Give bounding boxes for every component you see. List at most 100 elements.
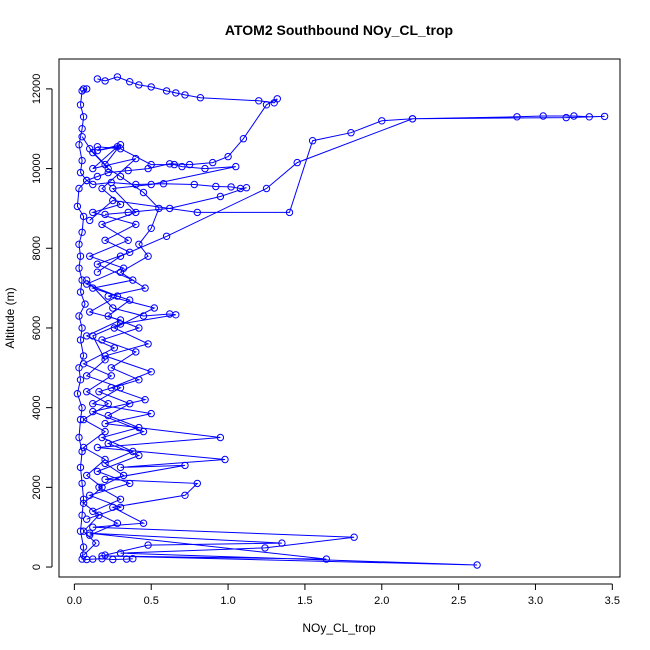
data-point — [98, 220, 106, 229]
plot-area — [73, 73, 609, 569]
data-point — [147, 83, 155, 91]
data-point — [89, 400, 97, 408]
data-point — [322, 555, 331, 563]
data-point — [262, 184, 271, 193]
data-point — [79, 551, 88, 559]
data-point — [119, 264, 128, 272]
data-point — [239, 135, 248, 143]
data-point — [76, 168, 85, 177]
y-tick-label: 8000 — [31, 236, 43, 260]
data-point — [78, 156, 86, 165]
data-point — [81, 300, 89, 308]
data-point — [113, 519, 122, 527]
data-point — [119, 471, 128, 480]
data-point — [98, 483, 106, 491]
data-point — [124, 236, 132, 245]
x-tick-label: 0.0 — [67, 595, 82, 607]
series-line — [85, 76, 278, 215]
data-point — [78, 447, 86, 456]
data-point — [600, 112, 609, 121]
data-point — [172, 311, 180, 319]
data-point — [193, 479, 202, 488]
data-point — [83, 176, 91, 185]
data-point — [116, 316, 125, 324]
data-point — [93, 467, 102, 476]
data-point — [116, 172, 125, 181]
x-axis-label: NOy_CL_trop — [302, 621, 376, 635]
data-point — [185, 160, 194, 169]
data-point — [104, 168, 112, 177]
data-point — [76, 336, 85, 344]
data-point — [172, 89, 180, 97]
data-point — [132, 208, 140, 217]
data-point — [139, 188, 148, 197]
data-point — [78, 404, 86, 412]
data-point — [101, 356, 109, 364]
data-point — [513, 113, 521, 121]
data-point — [79, 443, 88, 452]
data-point — [78, 324, 86, 332]
data-point — [132, 348, 140, 356]
data-point — [75, 312, 83, 320]
data-point — [86, 308, 94, 316]
data-point — [78, 133, 86, 141]
data-point — [93, 146, 102, 155]
data-point — [76, 252, 85, 260]
data-point — [83, 85, 91, 93]
data-point — [93, 260, 102, 268]
x-tick-label: 0.5 — [144, 595, 159, 607]
data-point — [107, 384, 116, 392]
data-point — [93, 172, 102, 181]
data-point — [101, 427, 109, 436]
data-point — [116, 145, 125, 153]
series — [73, 85, 137, 564]
data-point — [110, 344, 119, 352]
data-point — [83, 471, 91, 480]
data-point — [83, 388, 91, 396]
data-point — [79, 113, 88, 121]
data-point — [139, 427, 148, 436]
data-point — [201, 164, 209, 173]
data-point — [144, 340, 152, 348]
data-point — [135, 81, 143, 89]
data-point — [78, 87, 86, 95]
data-point — [75, 184, 83, 193]
data-point — [242, 184, 251, 192]
data-point — [147, 180, 155, 189]
data-point — [162, 87, 171, 95]
data-point — [116, 549, 125, 557]
data-point — [378, 117, 386, 125]
x-tick-label: 1.5 — [297, 595, 312, 607]
data-point — [93, 443, 102, 452]
data-point — [285, 208, 294, 217]
data-point — [109, 304, 117, 312]
data-point — [89, 180, 97, 189]
plot-frame — [58, 58, 621, 578]
series-line — [76, 88, 133, 561]
data-point — [350, 533, 358, 541]
data-point — [216, 433, 225, 442]
data-point — [79, 212, 88, 221]
data-point — [78, 555, 86, 563]
x-tick-label: 3.0 — [528, 595, 543, 607]
data-point — [126, 479, 134, 488]
data-point — [147, 160, 155, 169]
data-point — [408, 115, 417, 123]
data-point — [89, 523, 97, 531]
data-point — [79, 495, 88, 503]
data-point — [89, 148, 97, 157]
data-point — [273, 95, 281, 103]
data-point — [147, 409, 155, 418]
data-point — [116, 200, 125, 209]
data-point — [89, 164, 97, 173]
data-point — [78, 479, 86, 488]
data-point — [116, 495, 125, 503]
data-point — [83, 332, 91, 340]
data-point — [141, 396, 149, 404]
data-point — [104, 164, 112, 173]
data-point — [109, 184, 117, 193]
data-point — [132, 220, 140, 229]
data-point — [141, 284, 149, 292]
data-point — [75, 264, 83, 272]
x-tick-label: 2.0 — [374, 595, 389, 607]
